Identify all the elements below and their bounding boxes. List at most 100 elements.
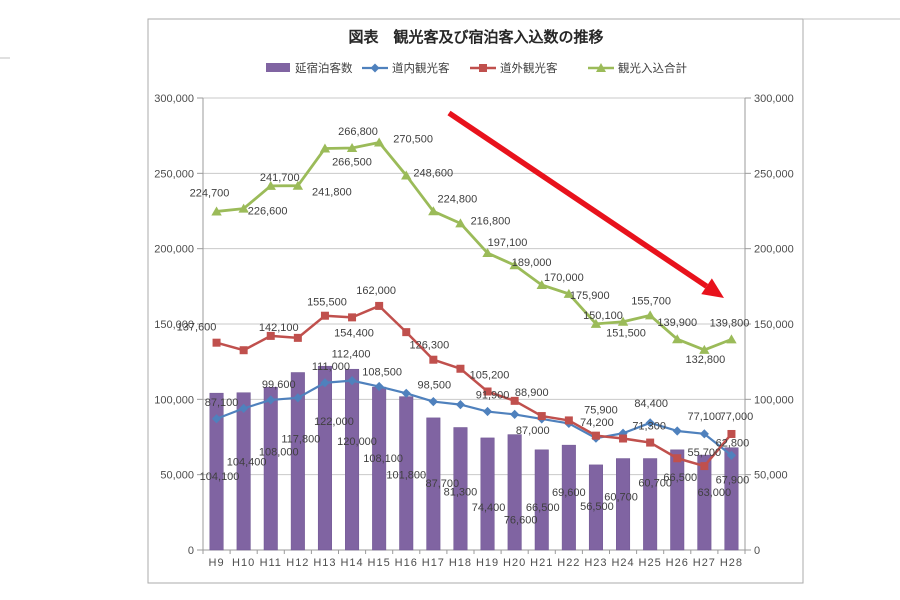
data-label: 162,000	[356, 285, 396, 297]
data-label: 197,100	[488, 237, 528, 249]
bar	[697, 454, 712, 551]
data-label: 120,000	[337, 436, 377, 448]
triangle-marker-icon	[726, 334, 737, 344]
x-axis-category-label: H25	[639, 557, 662, 569]
data-label: 189,000	[512, 257, 552, 269]
data-label: 266,500	[332, 156, 372, 168]
data-label: 111,000	[312, 361, 350, 373]
diamond-marker-icon	[645, 418, 655, 428]
data-label: 99,600	[262, 379, 296, 391]
bar	[317, 365, 332, 551]
triangle-marker-icon	[482, 248, 493, 258]
data-label: 62,800	[716, 437, 750, 449]
x-axis-category-label: H20	[503, 557, 526, 569]
diamond-marker-icon	[347, 376, 357, 386]
data-label: 87,100	[205, 397, 239, 409]
bar	[290, 372, 305, 551]
square-marker-icon	[591, 431, 600, 440]
line-series	[216, 141, 732, 352]
square-marker-icon	[646, 438, 655, 447]
diamond-marker-icon	[239, 403, 249, 413]
data-label: 170,000	[544, 272, 584, 284]
diamond-marker-icon	[726, 450, 737, 460]
y-axis-tick-label: 200,000	[154, 244, 194, 256]
y-axis-tick-label-right: 250,000	[754, 168, 794, 180]
square-marker-icon	[456, 364, 465, 373]
chart-title: 図表 観光客及び宿泊客入込数の推移	[348, 28, 603, 46]
data-label: 241,700	[260, 172, 300, 184]
x-axis-category-label: H11	[260, 557, 282, 569]
data-label: 91,900	[476, 390, 510, 402]
square-marker-icon	[212, 338, 221, 347]
triangle-marker-icon	[590, 318, 602, 328]
square-marker-icon	[619, 434, 628, 443]
bar	[616, 458, 631, 551]
diamond-marker-icon	[482, 406, 493, 417]
triangle-marker-icon	[346, 143, 358, 153]
data-label: 108,100	[363, 453, 403, 465]
bar	[534, 449, 549, 551]
triangle-marker-icon	[509, 260, 520, 270]
line-series	[216, 379, 733, 457]
data-label: 108,000	[259, 446, 299, 458]
y-axis-tick-label: 150,000	[154, 319, 194, 331]
x-axis-category-label: H9	[209, 557, 225, 569]
bar	[643, 458, 658, 551]
data-label: 139,800	[710, 317, 750, 329]
square-marker-icon	[402, 328, 411, 337]
data-label: 117,800	[281, 434, 320, 446]
data-label: 270,500	[393, 133, 433, 145]
triangle-marker-icon	[211, 206, 222, 216]
x-axis-category-label: H28	[720, 557, 743, 569]
bar	[724, 447, 739, 551]
x-axis-category-label: H17	[422, 557, 445, 569]
x-axis-category-label: H23	[584, 557, 607, 569]
legend-item-line-red: 道外観光客	[470, 61, 558, 75]
triangle-marker-icon	[319, 143, 331, 153]
triangle-marker-icon	[596, 63, 606, 72]
data-label: 67,900	[716, 475, 750, 487]
triangle-marker-icon	[238, 203, 249, 213]
data-label: 60,700	[604, 492, 638, 504]
data-label: 76,600	[504, 515, 538, 527]
x-axis-category-label: H22	[557, 557, 580, 569]
data-label: 87,000	[516, 425, 550, 437]
data-label: 66,500	[663, 472, 697, 484]
y-axis-tick-label: 50,000	[160, 470, 194, 482]
data-label: 56,500	[580, 501, 614, 513]
bar-swatch-icon	[266, 63, 290, 72]
square-marker-icon	[320, 311, 329, 320]
diamond-marker-icon	[370, 63, 380, 73]
plot-area: 0 0 50,000 50,000 100,000 100,000 150,000 150,0…	[154, 93, 794, 569]
data-label: 139,900	[657, 317, 697, 329]
triangle-marker-icon	[292, 180, 304, 190]
square-marker-icon	[479, 64, 487, 72]
triangle-marker-icon	[617, 316, 629, 326]
diamond-marker-icon	[510, 409, 520, 419]
data-label: 142,100	[259, 322, 299, 334]
data-label: 112,400	[332, 349, 371, 361]
triangle-marker-icon	[455, 218, 466, 228]
legend-item-line-green: 観光入込合計	[588, 61, 687, 75]
legend-label: 道内観光客	[392, 61, 450, 75]
y-axis-tick-label: 250,000	[154, 168, 194, 180]
legend-label: 観光入込合計	[618, 61, 687, 75]
legend-label: 道外観光客	[500, 61, 558, 75]
bar	[426, 417, 441, 551]
x-axis-category-label: H16	[395, 557, 418, 569]
triangle-marker-icon	[373, 137, 385, 147]
triangle-marker-icon	[563, 288, 575, 298]
diamond-marker-icon	[401, 388, 411, 398]
y-axis-tick-label-right: 150,000	[754, 319, 794, 331]
bar	[209, 392, 224, 551]
data-label: 77,000	[720, 411, 754, 423]
data-label: 175,900	[570, 290, 610, 302]
data-label: 84,400	[634, 398, 668, 410]
triangle-marker-icon	[672, 334, 683, 344]
bar	[588, 464, 603, 551]
data-label: 266,800	[338, 126, 378, 138]
diamond-marker-icon	[266, 395, 276, 405]
data-label: 75,900	[584, 405, 618, 417]
x-axis-category-label: H27	[693, 557, 716, 569]
